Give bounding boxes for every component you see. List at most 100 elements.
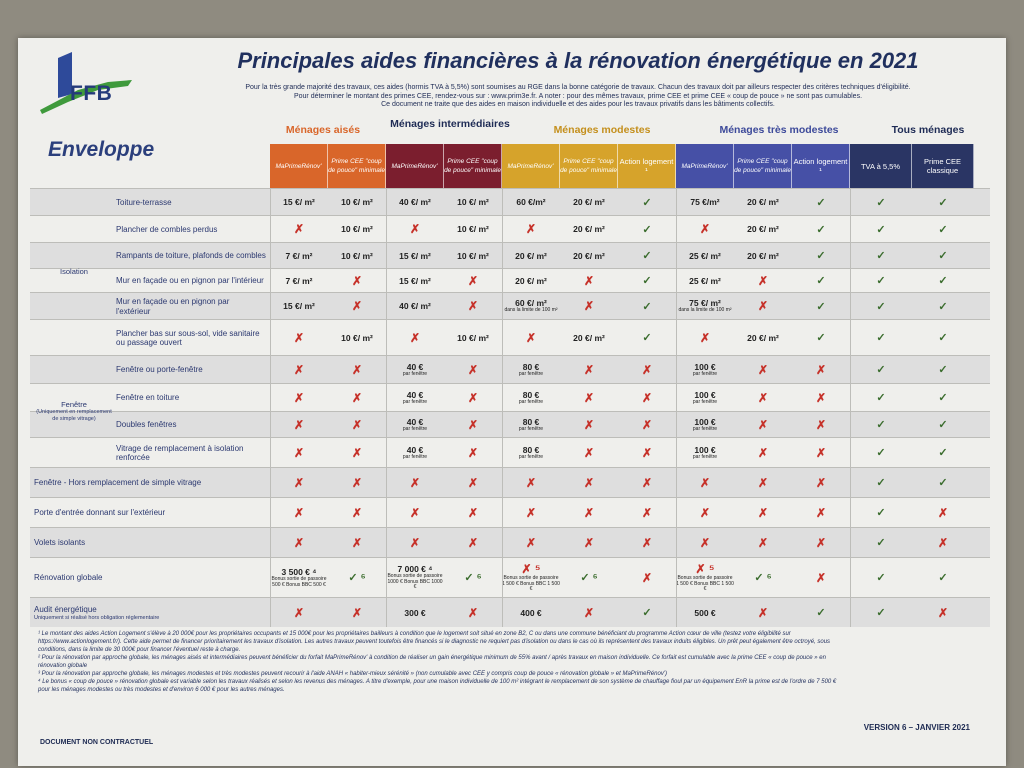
cell-value: 300 € [404,607,426,618]
table-cell: ✗ [734,528,792,557]
row-label-text: Volets isolants [34,538,86,548]
page-title: Principales aides financières à la rénov… [237,48,919,73]
cell-note: par fenêtre [518,370,544,377]
table-cell: ✗ [618,412,676,437]
cell-value: 40 € [406,416,424,427]
cell-note: Bonus sortie de passoire 1 500 € Bonus B… [676,575,734,593]
table-cell: ✗ [270,320,328,355]
table-cell: ✗ [328,438,386,467]
cross-icon: ✗ [293,475,305,490]
row-label-text: Mur en façade ou en pignon par l'extérie… [116,297,230,316]
check-icon: ✓ [642,275,652,287]
cross-icon: ✗ [815,475,827,490]
cross-icon: ✗ [815,417,827,432]
table-cell: 10 €/ m² [328,216,386,242]
cell-note: dans la limite de 100 m² [504,307,558,314]
cell-value: 75 €/ m² [689,298,721,309]
cell-note: par fenêtre [402,398,428,405]
table-cell: ✗ [560,356,618,383]
table-cell: 10 €/ m² [328,320,386,355]
check-icon: ✓ [816,332,826,344]
cell-value: 10 €/ m² [457,197,489,207]
table-cell: ✗ [618,356,676,383]
row-label-text: Vitrage de remplacement à isolation renf… [116,443,244,463]
cross-icon: ✗ [351,273,363,288]
table-cell: ✗ [444,468,502,497]
table-cell: 10 €/ m² [444,216,502,242]
row-label-text: Fenêtre en toiture [116,393,180,403]
table-cell: ✗ [676,216,734,242]
table-cell: ✓ ⁶ [734,558,792,597]
table-cell: 40 € par fenêtre [386,384,444,411]
category-label-text: Isolation [60,267,88,276]
cell-value: 500 € [694,607,716,618]
table-cell: 80 € par fenêtre [502,356,560,383]
table-cell: 20 €/ m² [560,320,618,355]
check-icon: ✓ [642,300,652,313]
table-row: Rénovation globale 3 500 € ⁴ Bonus sortie … [30,557,990,597]
cell-note: Bonus sortie de passoire 500 € Bonus BBC… [271,576,327,588]
column-divider [676,188,677,627]
table-cell: 80 € par fenêtre [502,438,560,467]
table-cell: ✓ [850,412,912,437]
table-cell: 80 € par fenêtre [502,384,560,411]
cell-value: 400 € [520,607,542,618]
table-cell: 40 € par fenêtre [386,438,444,467]
table-row: Doubles fenêtres ✗ ✗ 40 € par fenêtre ✗ 80 € pa… [30,411,990,437]
table-row: Fenêtre ou porte-fenêtre ✗ ✗ 40 € par fenêtr… [30,355,990,383]
row-label: Mur en façade ou en pignon par l'intérie… [116,269,266,293]
table-cell: ✗ [502,320,560,355]
row-label: Plancher de combles perdus [116,216,266,243]
table-cell: 100 € par fenêtre [676,384,734,411]
row-label: Toiture-terrasse [116,189,266,216]
cross-icon: ✗ [641,445,653,460]
table-cell: 20 €/ m² [734,243,792,268]
check-icon: ✓ [876,392,886,404]
table-cell: ✓ [618,598,676,627]
check-icon: ✓ [876,250,886,262]
table-cell: 300 € [386,598,444,627]
table-cell: 500 € [676,598,734,627]
group-menages-intermediaires: Ménages intermédiaires [390,118,510,130]
table-cell: 75 €/ m² dans la limite de 100 m² [676,293,734,319]
table-cell: 80 € par fenêtre [502,412,560,437]
cross-icon: ✗ [757,390,769,405]
table-cell: ✗ [444,528,502,557]
column-header: Prime CEE "coup de pouce" minimale [560,144,618,188]
check-icon: ✓ [642,607,652,619]
cross-icon: ✗ [641,570,653,585]
table-row: Mur en façade ou en pignon par l'extérie… [30,292,990,319]
cell-value: 40 €/ m² [399,197,431,207]
table-cell: 100 € par fenêtre [676,356,734,383]
table-cell: 15 €/ m² [386,269,444,292]
table-cell: ✗ [386,528,444,557]
row-label-text: Doubles fenêtres [116,420,177,430]
table-cell: ✓ [792,269,850,292]
cross-icon: ✗ [757,535,769,550]
table-cell: ✗ [560,528,618,557]
table-cell: 20 €/ m² [502,269,560,292]
column-divider [502,188,503,627]
cell-note: Bonus sortie de passoire 1 500 € Bonus B… [502,575,560,593]
check-icon: ✓ [938,364,948,376]
cross-icon: ✗ [699,505,711,520]
table-cell: 3 500 € ⁴ Bonus sortie de passoire 500 € … [270,558,328,597]
table-cell: 20 €/ m² [734,216,792,242]
table-cell: 15 €/ m² [270,293,328,319]
table-cell: 20 €/ m² [502,243,560,268]
table-cell: 20 €/ m² [734,320,792,355]
table-cell: ✗ [328,498,386,527]
table-cell: ✓ [850,189,912,215]
table-cell: ✓ [792,243,850,268]
table-cell: ✗ [270,528,328,557]
category-label: Fenêtre (Uniquement en remplacement de si… [34,355,114,467]
table-cell: ✗ [270,598,328,627]
cross-icon: ✗ [815,570,827,585]
cell-value: 7 €/ m² [285,250,313,261]
table-cell: 10 €/ m² [444,320,502,355]
cross-icon: ✗ [351,417,363,432]
check-icon: ✓ [876,607,886,619]
table-row: Fenêtre - Hors remplacement de simple vi… [30,467,990,497]
row-label-text: Rampants de toiture, plafonds de combles [116,251,266,261]
table-cell: ✗ [444,438,502,467]
